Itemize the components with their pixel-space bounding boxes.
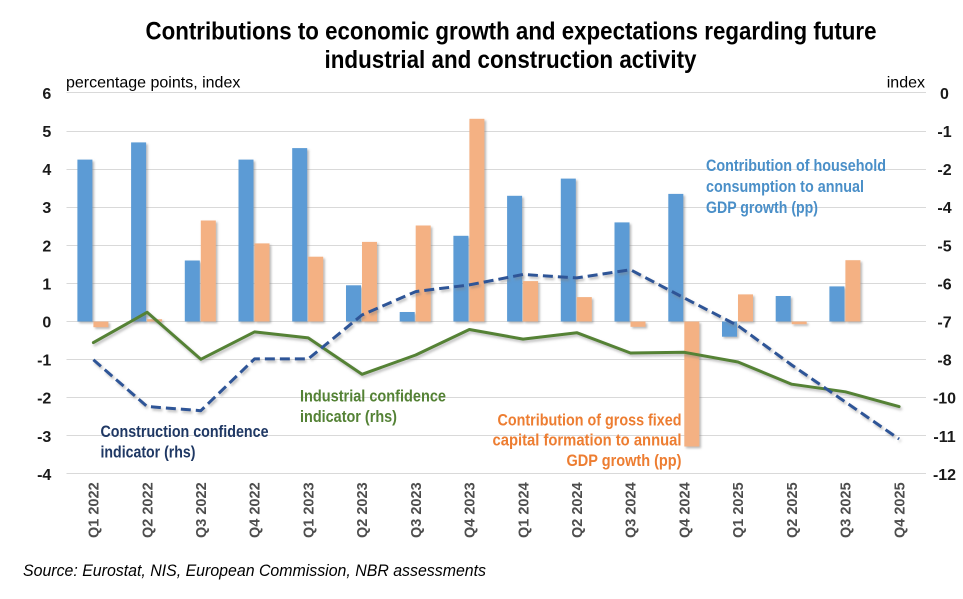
svg-text:consumption to annual: consumption to annual [706,177,864,196]
svg-text:percentage points, index: percentage points, index [66,75,240,92]
svg-text:GDP growth (pp): GDP growth (pp) [567,451,682,470]
svg-text:Contribution of gross fixed: Contribution of gross fixed [498,411,682,430]
svg-text:Q1 2022: Q1 2022 [87,482,103,538]
svg-text:-7: -7 [937,315,951,332]
svg-text:Construction confidence: Construction confidence [101,422,269,441]
svg-text:capital formation to annual: capital formation to annual [493,431,682,450]
svg-text:Q1 2023: Q1 2023 [301,482,317,538]
svg-text:6: 6 [42,86,51,103]
svg-text:-4: -4 [937,200,951,217]
svg-text:indicator (rhs): indicator (rhs) [300,407,397,426]
svg-text:index: index [887,75,925,92]
svg-text:4: 4 [42,162,51,179]
svg-text:indicator (rhs): indicator (rhs) [101,443,196,462]
svg-text:Q4 2025: Q4 2025 [892,482,908,538]
svg-text:GDP growth (pp): GDP growth (pp) [706,198,818,217]
svg-text:0: 0 [42,315,51,332]
svg-text:-5: -5 [937,238,951,255]
svg-text:Q3 2025: Q3 2025 [839,482,855,538]
svg-text:3: 3 [42,200,51,217]
svg-text:Q3 2024: Q3 2024 [624,482,640,538]
svg-text:-1: -1 [37,353,51,370]
svg-text:Q2 2022: Q2 2022 [140,482,156,538]
svg-text:Industrial confidence: Industrial confidence [300,386,446,405]
svg-text:Q4 2022: Q4 2022 [248,482,264,538]
svg-text:Source: Eurostat, NIS, Europea: Source: Eurostat, NIS, European Commissi… [23,561,486,580]
svg-text:Q4 2024: Q4 2024 [678,482,694,538]
svg-text:Q2 2025: Q2 2025 [785,482,801,538]
svg-text:Q1 2024: Q1 2024 [516,482,532,538]
svg-text:-4: -4 [37,467,51,484]
svg-text:industrial and construction ac: industrial and construction activity [325,46,697,74]
svg-text:Q2 2024: Q2 2024 [570,482,586,538]
svg-text:0: 0 [940,86,949,103]
svg-text:Q4 2023: Q4 2023 [463,482,479,538]
svg-text:Contributions to economic grow: Contributions to economic growth and exp… [146,18,877,46]
svg-text:Q2 2023: Q2 2023 [355,482,371,538]
svg-text:-12: -12 [933,467,956,484]
svg-text:Q3 2022: Q3 2022 [194,482,210,538]
svg-text:-6: -6 [937,276,951,293]
svg-text:5: 5 [42,124,51,141]
svg-text:-11: -11 [933,429,955,446]
svg-text:-3: -3 [37,429,51,446]
svg-text:1: 1 [42,276,51,293]
svg-text:-10: -10 [933,391,956,408]
svg-text:-2: -2 [37,391,51,408]
svg-text:Q1 2025: Q1 2025 [731,482,747,538]
svg-text:-8: -8 [937,353,951,370]
svg-text:2: 2 [42,238,51,255]
svg-text:Q3 2023: Q3 2023 [409,482,425,538]
svg-text:Contribution of household: Contribution of household [706,156,886,175]
svg-text:-1: -1 [937,124,951,141]
svg-text:-2: -2 [937,162,951,179]
